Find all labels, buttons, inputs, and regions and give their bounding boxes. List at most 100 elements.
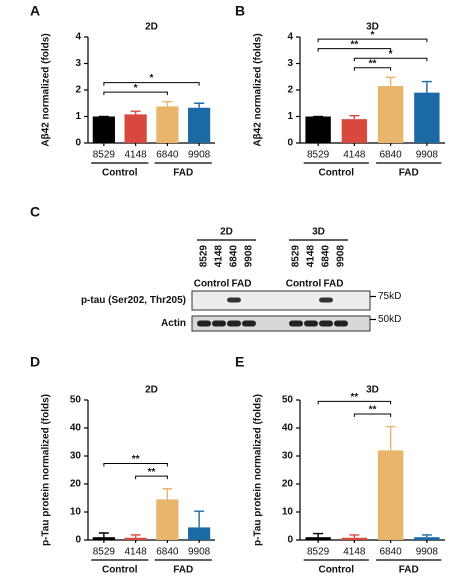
panel-label: A (30, 3, 40, 19)
x-tick-label: 9908 (416, 547, 439, 558)
row-label: p-tau (Ser202, Thr205) (81, 295, 186, 306)
y-tick-label: 0 (287, 535, 293, 546)
bar (156, 499, 179, 540)
y-tick-label: 50 (282, 395, 294, 406)
significance-label: * (389, 49, 393, 60)
x-tick-label: 4148 (125, 547, 148, 558)
condition-label: 3D (312, 227, 325, 238)
panel-label: D (30, 354, 40, 370)
x-tick-label: 8529 (93, 150, 116, 161)
chart-title: 3D (366, 22, 379, 33)
significance-label: ** (369, 58, 377, 69)
bar (124, 114, 147, 143)
y-tick-label: 0 (75, 138, 81, 149)
panel-label: E (235, 354, 244, 370)
error-bar (130, 534, 141, 538)
group-label: FAD (399, 168, 419, 179)
blot-band (334, 320, 348, 327)
x-tick-label: 4148 (343, 150, 366, 161)
y-tick-label: 40 (70, 423, 82, 434)
lane-label: 6840 (321, 245, 332, 268)
error-bar (194, 510, 205, 528)
blot-membrane (191, 315, 371, 332)
error-bar (349, 115, 360, 120)
y-tick-label: 20 (70, 479, 82, 490)
y-tick-label: 30 (70, 451, 82, 462)
blot-membrane (191, 290, 371, 311)
group-label: Control (318, 168, 354, 179)
bar (92, 116, 115, 143)
group-label: FAD (173, 565, 193, 576)
group-label: Control (102, 565, 138, 576)
significance-bracket (103, 91, 168, 96)
error-bar (385, 425, 396, 451)
error-bar (349, 534, 360, 538)
group-label: FAD (399, 565, 419, 576)
error-bar (194, 102, 205, 108)
blot-band (319, 297, 333, 303)
y-axis-label: p-Tau protein normalized (folds) (41, 394, 52, 546)
bar (188, 527, 211, 540)
y-tick-label: 4 (287, 32, 293, 43)
significance-label: * (371, 30, 375, 41)
lane-label: 4148 (214, 245, 225, 268)
significance-bracket (317, 400, 392, 405)
x-tick-label: 6840 (156, 547, 179, 558)
y-tick-label: 20 (282, 479, 294, 490)
blot-band (227, 320, 241, 327)
x-tick-label: 6840 (380, 150, 403, 161)
x-tick-label: 8529 (307, 547, 330, 558)
significance-bracket (103, 463, 168, 467)
lane-group-label: Control (194, 279, 230, 290)
significance-label: ** (350, 39, 358, 50)
blot-band (227, 297, 241, 303)
y-tick-label: 10 (282, 507, 294, 518)
blot-band (289, 320, 303, 327)
y-tick-label: 2 (287, 85, 293, 96)
chart-title: 2D (145, 22, 158, 33)
bar (305, 116, 331, 143)
blot-band (197, 320, 211, 327)
error-bar (162, 100, 173, 107)
significance-label: ** (369, 405, 377, 416)
significance-label: ** (148, 467, 156, 478)
significance-bracket (353, 67, 392, 71)
group-label: Control (318, 565, 354, 576)
bar (341, 119, 368, 143)
lane-group-label: FAD (232, 279, 252, 290)
lane-group-label: Control (286, 279, 322, 290)
x-tick-label: 4148 (343, 547, 366, 558)
lane-label: 9908 (336, 245, 347, 268)
lane-label: 6840 (229, 245, 240, 268)
significance-bracket (353, 413, 392, 417)
error-bar (421, 534, 432, 538)
row-label: Actin (161, 318, 186, 329)
bar (377, 86, 404, 143)
error-bar (98, 532, 109, 538)
lane-group-label: FAD (324, 279, 344, 290)
bar (377, 450, 404, 540)
y-tick-label: 10 (70, 507, 82, 518)
y-tick-label: 3 (75, 58, 81, 69)
blot-band (319, 320, 333, 327)
blot-band (242, 320, 256, 327)
size-marker: 50kD (378, 314, 401, 325)
x-tick-label: 9908 (188, 150, 211, 161)
y-tick-label: 50 (70, 395, 82, 406)
error-bar (421, 80, 432, 93)
panel-label: C (30, 204, 40, 220)
y-axis-label: Aβ42 normalized (folds) (41, 33, 52, 146)
blot-band (304, 320, 318, 327)
y-tick-label: 0 (75, 535, 81, 546)
significance-label: * (134, 83, 138, 94)
significance-label: ** (132, 454, 140, 465)
error-bar (162, 488, 173, 500)
significance-bracket (317, 38, 428, 43)
bar (305, 537, 331, 540)
bar (414, 92, 440, 143)
bar (341, 537, 368, 540)
y-axis-label: Aβ42 normalized (folds) (253, 33, 264, 146)
size-marker: 75kD (378, 291, 401, 302)
lane-label: 9908 (244, 245, 255, 268)
x-tick-label: 8529 (307, 150, 330, 161)
